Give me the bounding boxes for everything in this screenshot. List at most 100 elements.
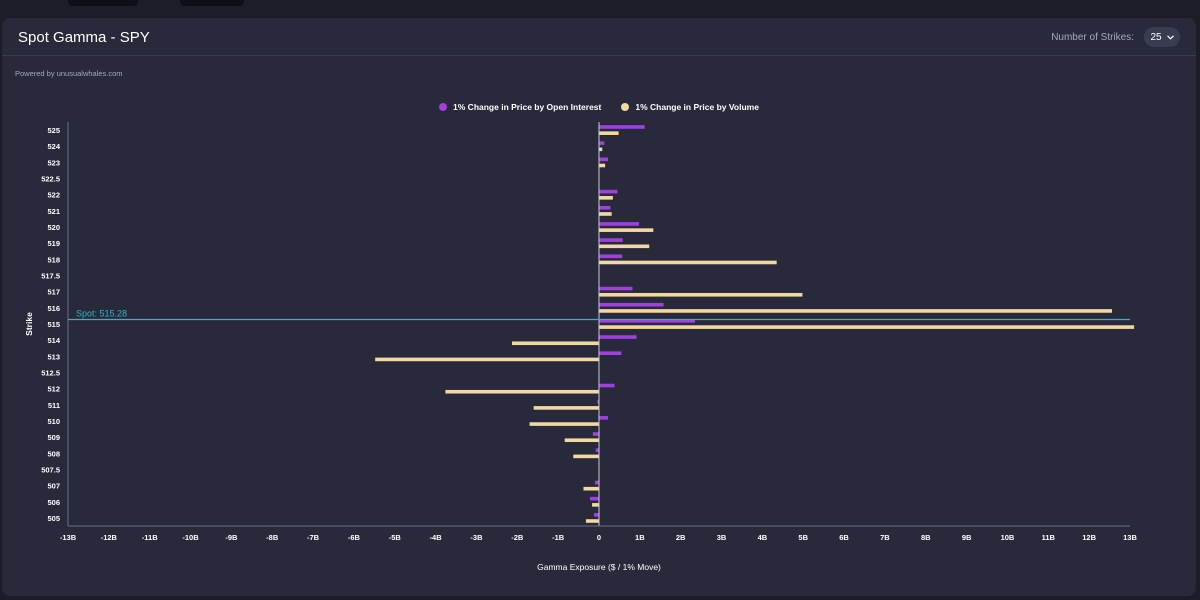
oi-bar-510[interactable] [599,416,608,420]
volume-bar-515[interactable] [599,325,1135,329]
x-tick--2B: -2B [511,533,524,542]
strikes-label: Number of Strikes: [1051,32,1134,43]
volume-bar-522[interactable] [599,196,613,200]
volume-bar-518[interactable] [599,260,777,265]
x-tick-11B: 11B [1042,533,1056,542]
x-tick-6B: 6B [839,533,849,542]
y-tick-511: 511 [48,401,60,410]
spot-label: Spot: 515.28 [76,308,127,318]
card-header: Spot Gamma - SPY Number of Strikes: 25 [2,18,1196,56]
volume-bar-514[interactable] [511,341,599,346]
oi-bar-509[interactable] [592,432,599,436]
volume-bar-523[interactable] [599,163,606,168]
oi-bar-508[interactable] [595,448,599,452]
legend-item-oi[interactable]: 1% Change in Price by Open Interest [439,102,601,112]
x-tick--8B: -8B [266,533,279,542]
y-tick-507: 507 [47,482,60,491]
volume-bar-524[interactable] [599,147,603,152]
chart-legend: 1% Change in Price by Open Interest 1% C… [2,102,1196,112]
x-tick--13B: -13B [60,533,77,542]
volume-bar-513[interactable] [375,357,599,362]
legend-label-volume: 1% Change in Price by Volume [635,102,759,112]
volume-bar-521[interactable] [599,212,612,216]
legend-item-volume[interactable]: 1% Change in Price by Volume [621,102,759,112]
oi-bar-511[interactable] [597,399,599,404]
strikes-dropdown[interactable]: 25 [1144,27,1180,47]
chevron-down-icon [1166,34,1174,40]
oi-bar-515[interactable] [599,319,695,323]
legend-swatch-volume [621,103,630,111]
oi-bar-524[interactable] [599,141,605,145]
oi-bar-512[interactable] [599,383,615,388]
y-tick-509: 509 [47,433,60,442]
y-tick-520: 520 [47,223,60,232]
y-tick-508: 508 [47,449,60,458]
x-tick-4B: 4B [758,533,768,542]
x-tick-labels: -13B -12B -11B -10B -9B -8B -7B -6B -5B -4B -3B -2B… [60,533,1138,542]
y-tick-521: 521 [47,207,60,216]
y-tick-506: 506 [47,498,60,507]
y-tick-519: 519 [47,239,60,248]
y-tick-513: 513 [47,352,60,361]
x-tick-3B: 3B [717,533,727,542]
oi-bar-505[interactable] [594,513,599,517]
y-tick-517: 517 [47,288,60,297]
volume-bar-507[interactable] [583,486,599,491]
y-tick-507.5: 507.5 [41,465,60,474]
oi-bar-520[interactable] [599,222,640,226]
x-tick--12B: -12B [101,533,118,542]
y-tick-524: 524 [47,142,60,151]
y-tick-522: 522 [47,191,60,200]
x-tick--3B: -3B [470,533,483,542]
volume-bar-520[interactable] [599,228,654,232]
volume-bar-517[interactable] [599,292,803,297]
volume-bar-512[interactable] [445,389,599,394]
y-tick-516: 516 [47,304,60,313]
y-tick-512.5: 512.5 [41,368,60,377]
oi-bar-507[interactable] [594,480,599,485]
volume-bar-511[interactable] [533,406,599,410]
y-tick-510: 510 [47,417,60,426]
x-tick--10B: -10B [182,533,199,542]
oi-bar-522[interactable] [599,189,618,194]
x-tick--9B: -9B [225,533,238,542]
x-tick-2B: 2B [676,533,686,542]
x-tick--4B: -4B [430,533,443,542]
oi-bar-517[interactable] [599,286,633,291]
x-tick-9B: 9B [962,533,972,542]
top-tab-stub-2 [180,0,244,6]
y-tick-518: 518 [47,255,60,264]
oi-bar-514[interactable] [599,335,637,339]
x-tick--7B: -7B [307,533,320,542]
x-tick-0: 0 [597,533,601,542]
x-tick--6B: -6B [348,533,361,542]
y-tick-523: 523 [47,158,60,167]
x-tick-1B: 1B [635,533,645,542]
y-tick-525: 525 [47,126,60,135]
volume-bar-509[interactable] [564,438,599,443]
bars-group [375,125,1135,523]
volume-bar-510[interactable] [529,422,599,426]
oi-bar-506[interactable] [590,496,599,501]
oi-bar-523[interactable] [599,157,608,162]
y-tick-505: 505 [47,514,60,523]
y-axis-title: Strike [24,312,34,336]
x-tick-8B: 8B [921,533,931,542]
volume-bar-505[interactable] [585,519,599,523]
volume-bar-516[interactable] [599,309,1113,313]
x-tick-10B: 10B [1001,533,1015,542]
volume-bar-519[interactable] [599,244,650,249]
powered-by: Powered by unusualwhales.com [15,69,123,78]
oi-bar-525[interactable] [599,125,645,129]
oi-bar-519[interactable] [599,238,623,242]
volume-bar-525[interactable] [599,131,619,135]
x-tick-12B: 12B [1082,533,1096,542]
legend-label-oi: 1% Change in Price by Open Interest [453,102,602,112]
oi-bar-521[interactable] [599,205,611,210]
x-tick--1B: -1B [552,533,565,542]
oi-bar-516[interactable] [599,302,664,307]
volume-bar-506[interactable] [592,503,599,507]
oi-bar-513[interactable] [599,351,622,356]
oi-bar-518[interactable] [599,254,623,259]
volume-bar-508[interactable] [573,454,599,459]
